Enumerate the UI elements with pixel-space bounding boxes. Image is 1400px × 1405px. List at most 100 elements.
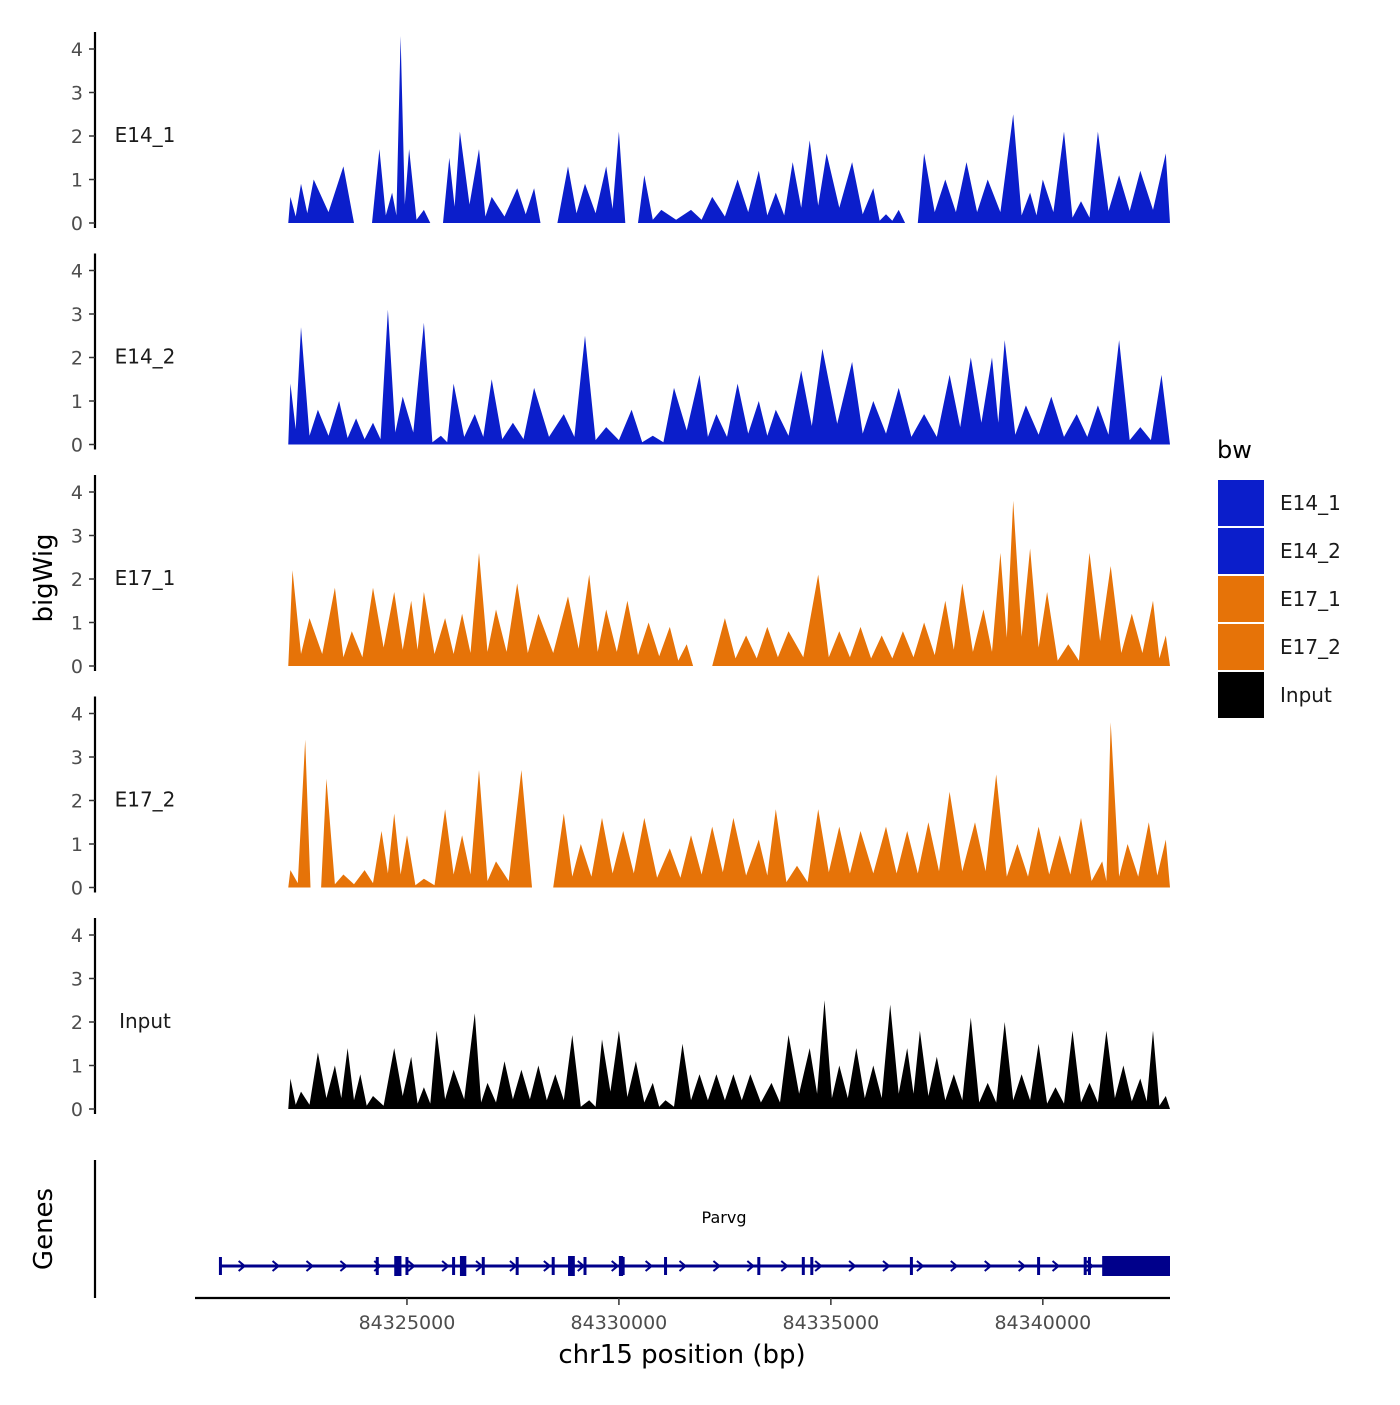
signal-peak (1055, 1087, 1056, 1088)
legend-label: Input (1280, 683, 1332, 707)
signal-peak (924, 622, 925, 623)
y-tick-label: 2 (71, 1012, 83, 1034)
gene-exon (452, 1257, 456, 1275)
signal-peak (1127, 844, 1128, 845)
signal-peak (356, 418, 357, 419)
signal-peak (495, 861, 496, 862)
strand-arrow (611, 1260, 620, 1272)
track-panel-E14_2: 0 1 2 3 4 E14_2 (71, 253, 1170, 457)
signal-peak (479, 552, 480, 553)
signal-peak (771, 1082, 772, 1083)
signal-peak (1089, 1082, 1090, 1083)
strand-arrow (441, 1260, 450, 1272)
signal-peak (364, 223, 365, 224)
signal-peak (652, 1082, 653, 1083)
y-tick-label: 0 (71, 213, 83, 235)
signal-peak (1102, 861, 1103, 862)
signal-peak (699, 666, 700, 667)
y-tick-label: 0 (71, 878, 83, 900)
signal-peak (796, 865, 797, 866)
signal-peak (962, 583, 963, 584)
gene-exon (583, 1257, 587, 1275)
signal-peak (563, 414, 564, 415)
y-tick-label: 2 (71, 126, 83, 148)
signal-peak (902, 631, 903, 632)
signal-peak (394, 813, 395, 814)
legend-label: E17_1 (1280, 587, 1341, 611)
signal-peak (381, 830, 382, 831)
signal-peak (716, 1074, 717, 1075)
strand-arrow (271, 1260, 281, 1272)
signal-peak (334, 1065, 335, 1066)
signal-area-E14_2 (288, 309, 1170, 445)
signal-peak (809, 140, 810, 141)
gene-exon (394, 1256, 402, 1276)
signal-peak (822, 348, 823, 349)
signal-peak (924, 153, 925, 154)
signal-peak (402, 396, 403, 397)
gene-exon (1102, 1256, 1170, 1276)
strand-arrow (407, 1260, 416, 1272)
track-panel-E17_1: 0 1 2 3 4 E17_1 (71, 475, 1170, 678)
signal-peak (339, 401, 340, 402)
signal-peak (453, 383, 454, 384)
signal-peak (699, 374, 700, 375)
signal-peak (1119, 340, 1120, 341)
signal-peak (546, 223, 547, 224)
signal-peak (387, 309, 388, 310)
signal-peak (758, 401, 759, 402)
signal-area-E17_1 (288, 500, 1170, 666)
gene-exon (405, 1257, 409, 1275)
y-tick-label: 4 (71, 704, 83, 726)
signal-peak (826, 153, 827, 154)
signal-peak (936, 1056, 937, 1057)
signal-peak (809, 1048, 810, 1049)
signal-peak (686, 644, 687, 645)
signal-peak (898, 209, 899, 210)
signal-peak (945, 179, 946, 180)
signal-peak (1030, 548, 1031, 549)
signal-peak (1165, 839, 1166, 840)
signal-peak (343, 874, 344, 875)
signal-peak (411, 1056, 412, 1057)
signal-peak (824, 1000, 825, 1001)
signal-peak (445, 618, 446, 619)
signal-area-Input (288, 1000, 1170, 1109)
signal-peak (1047, 592, 1048, 593)
signal-peak (334, 587, 335, 588)
signal-peak (423, 322, 424, 323)
signal-peak (644, 817, 645, 818)
signal-peak (669, 848, 670, 849)
y-tick-label: 3 (71, 304, 83, 326)
signal-peak (300, 1091, 301, 1092)
strand-arrow (1017, 1260, 1027, 1272)
signal-peak (1131, 613, 1132, 614)
signal-peak (644, 175, 645, 176)
legend-key-Input (1218, 672, 1264, 718)
signal-peak (856, 1048, 857, 1049)
signal-peak (445, 809, 446, 810)
signal-peak (521, 770, 522, 771)
signal-peak (555, 1074, 556, 1075)
signal-peak (881, 635, 882, 636)
legend-key-E14_1 (1218, 480, 1264, 526)
signal-peak (606, 166, 607, 167)
track-label: E14_2 (115, 345, 176, 369)
signal-peak (409, 149, 410, 150)
signal-peak (1004, 340, 1005, 341)
signal-peak (315, 887, 316, 888)
signal-peak (1165, 153, 1166, 154)
legend-key-E14_2 (1218, 528, 1264, 574)
signal-peak (1013, 114, 1014, 115)
signal-peak (945, 600, 946, 601)
signal-peak (724, 618, 725, 619)
signal-peak (818, 809, 819, 810)
signal-peak (606, 609, 607, 610)
signal-peak (953, 1074, 954, 1075)
track-label: E17_2 (115, 788, 176, 812)
signal-peak (1097, 131, 1098, 132)
signal-peak (801, 370, 802, 371)
signal-peak (462, 613, 463, 614)
signal-peak (1038, 826, 1039, 827)
signal-peak (627, 600, 628, 601)
